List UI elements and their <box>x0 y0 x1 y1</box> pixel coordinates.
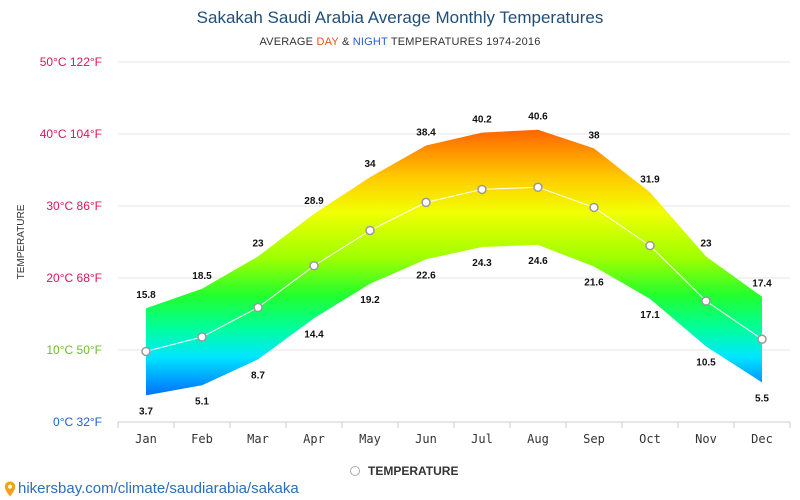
chart-subtitle: AVERAGE DAY & NIGHT TEMPERATURES 1974-20… <box>0 36 800 48</box>
x-tick-label: Dec <box>751 432 773 446</box>
day-value-label: 18.5 <box>192 271 212 282</box>
subtitle-night: NIGHT <box>352 36 388 48</box>
day-value-label: 31.9 <box>640 174 660 185</box>
x-tick-label: May <box>359 432 381 446</box>
temperature-point[interactable] <box>365 225 375 236</box>
night-value-label: 19.2 <box>360 295 380 306</box>
x-tick-label: Feb <box>191 432 213 446</box>
temperature-point[interactable] <box>477 184 487 195</box>
x-tick-label: Apr <box>303 432 325 446</box>
temperature-point[interactable] <box>701 296 711 306</box>
y-tick-label: 30°C 86°F <box>46 199 102 213</box>
source-text: hikersbay.com/climate/saudiarabia/sakaka <box>18 480 299 497</box>
night-value-label: 21.6 <box>584 277 604 288</box>
night-value-label: 22.6 <box>416 270 436 281</box>
y-tick-label: 10°C 50°F <box>46 343 102 357</box>
chart-title: Sakakah Saudi Arabia Average Monthly Tem… <box>196 8 604 27</box>
day-value-label: 15.8 <box>136 290 156 301</box>
night-value-label: 5.1 <box>195 396 209 407</box>
x-tick-label: Mar <box>247 432 269 446</box>
average-temperature-line <box>145 186 763 352</box>
source-link[interactable]: hikersbay.com/climate/saudiarabia/sakaka <box>4 480 299 497</box>
subtitle-suffix: TEMPERATURES 1974-2016 <box>387 36 541 48</box>
temperature-point[interactable] <box>141 346 151 357</box>
temperature-point[interactable] <box>421 197 431 208</box>
legend-label: TEMPERATURE <box>368 464 459 478</box>
day-value-label: 38 <box>588 130 600 141</box>
subtitle-day: DAY <box>316 36 339 48</box>
subtitle-prefix: AVERAGE <box>259 36 317 48</box>
night-value-label: 24.6 <box>528 256 548 267</box>
temperature-point[interactable] <box>645 240 655 251</box>
night-value-label: 17.1 <box>640 310 660 321</box>
temperature-point[interactable] <box>197 332 207 342</box>
temperature-point[interactable] <box>309 261 319 271</box>
chart-plot: 15.8 18.5 23 28.9 34 38.4 40.2 40.6 38 31.9 23 17.4… <box>16 55 791 446</box>
y-tick-label: 20°C 68°F <box>46 271 102 285</box>
legend[interactable]: TEMPERATURE <box>350 464 458 478</box>
subtitle-amp: & <box>338 36 353 48</box>
day-night-band <box>146 129 762 396</box>
temperature-point[interactable] <box>253 302 263 313</box>
x-tick-label: Nov <box>695 432 717 446</box>
day-value-label: 40.6 <box>528 112 548 123</box>
x-tick-label: Aug <box>527 432 549 446</box>
temperature-point[interactable] <box>757 334 767 344</box>
night-value-label: 5.5 <box>755 393 769 404</box>
y-tick-label: 40°C 104°F <box>40 127 102 141</box>
temperature-line <box>141 182 767 357</box>
temperature-point[interactable] <box>533 182 543 193</box>
x-tick-label: Jul <box>471 432 493 446</box>
x-tick-label: Jan <box>135 432 157 446</box>
day-value-label: 23 <box>252 238 264 249</box>
legend-marker <box>350 466 360 476</box>
data-labels: 15.8 18.5 23 28.9 34 38.4 40.2 40.6 38 31.9 23 17.4… <box>136 112 772 418</box>
temperature-point[interactable] <box>589 202 599 213</box>
day-value-label: 17.4 <box>752 279 772 290</box>
day-value-label: 28.9 <box>304 196 324 207</box>
night-value-label: 14.4 <box>304 329 324 340</box>
temperature-band <box>146 129 762 396</box>
night-value-label: 24.3 <box>472 258 492 269</box>
x-tick-label: Oct <box>639 432 661 446</box>
y-axis-title: TEMPERATURE <box>16 204 27 279</box>
day-value-label: 38.4 <box>416 128 436 139</box>
y-tick-label: 0°C 32°F <box>53 415 102 429</box>
night-value-label: 8.7 <box>251 370 265 381</box>
day-value-label: 34 <box>364 159 376 170</box>
map-pin-icon <box>4 481 16 496</box>
day-value-label: 23 <box>700 238 712 249</box>
x-tick-label: Sep <box>583 432 605 446</box>
day-value-label: 40.2 <box>472 115 492 126</box>
night-value-label: 3.7 <box>139 406 153 417</box>
axes: 0°C 32°F 10°C 50°F 20°C 68°F 30°C 86°F 40°C … <box>16 55 791 446</box>
x-tick-label: Jun <box>415 432 437 446</box>
night-value-label: 10.5 <box>696 357 716 368</box>
y-tick-label: 50°C 122°F <box>40 55 102 69</box>
